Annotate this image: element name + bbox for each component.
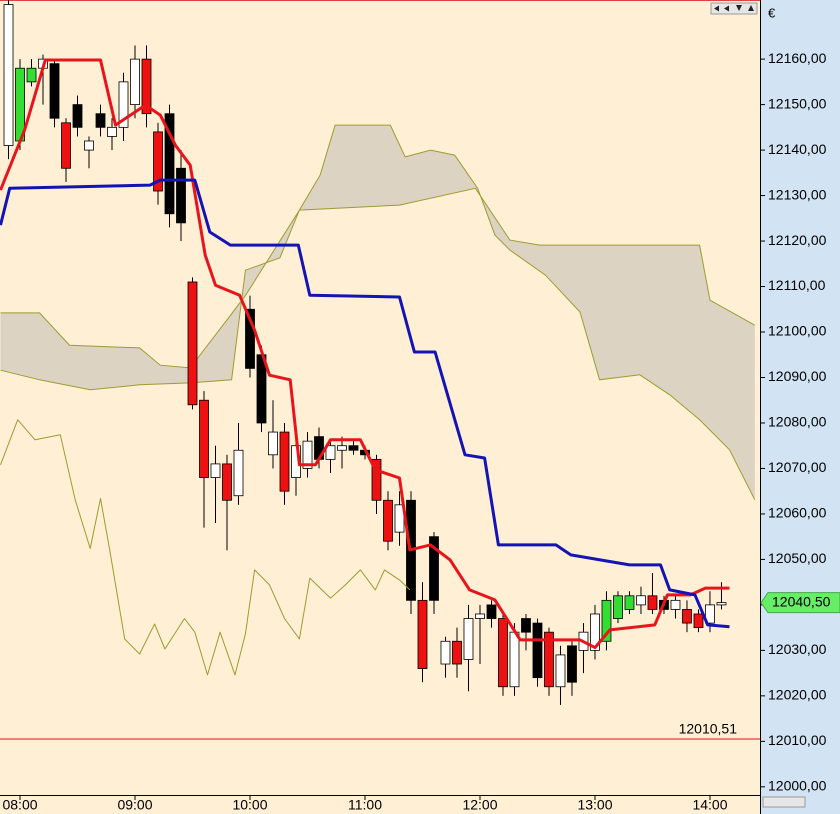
y-tick-label: 12150,00 [768,95,827,111]
candle-body [141,58,152,115]
candle-body [268,431,278,456]
candle-body [440,640,451,665]
candle-body [383,499,393,542]
y-tick-label: 12080,00 [768,414,827,430]
candle-body [26,67,37,83]
candle-body [164,113,175,215]
candle-body [348,445,359,451]
cloud-fill [0,125,755,500]
candle-body [555,654,566,688]
candle-body [49,63,60,119]
candle-body [475,613,485,619]
candle-body [371,458,382,501]
candle-body [3,4,14,146]
cloud-span-b [0,187,756,369]
last-price-label: 12040,50 [772,593,831,609]
x-tick-label: 11:00 [348,797,382,813]
x-tick-label: 13:00 [577,797,612,813]
candle-body [452,640,462,665]
last-price-tag [760,592,840,614]
candle-body [590,613,600,651]
x-tick-label: 08:00 [2,797,37,813]
candle-body [486,604,497,619]
candle-body [693,613,704,629]
y-tick-label: 12070,00 [768,459,827,475]
candle-body [567,645,577,683]
y-tick-label: 12050,00 [768,550,827,566]
candle-body [682,609,692,624]
y-tick-label: 12010,00 [768,732,827,748]
candle-body [222,463,232,501]
candle-body [153,131,163,192]
indicator-line [0,419,411,676]
y-tick-label: 12030,00 [768,641,827,657]
candle-body [279,431,290,492]
candle-body [532,622,543,679]
y-tick-label: 12160,00 [768,50,827,66]
candle-body [72,104,83,128]
y-tick-label: 12020,00 [768,687,827,703]
candle-body [544,631,554,688]
price-axis-background [760,0,840,814]
toolbar-box[interactable] [710,2,758,15]
y-tick-label: 12140,00 [768,141,827,157]
candle-body [636,595,646,606]
zoom-box[interactable] [762,796,806,808]
y-tick-label: 12130,00 [768,186,827,202]
candle-body [601,599,612,642]
candle-body [118,81,129,128]
candle-body [84,140,94,151]
candle-body [417,599,428,669]
x-tick-label: 12:00 [462,797,497,813]
toolbar [710,2,806,808]
candle-body [245,308,255,369]
candle-body [107,126,117,137]
candle-body [716,602,727,606]
candle-body [302,440,313,469]
candle-body [521,618,531,633]
y-tick-label: 12100,00 [768,323,827,339]
candle-body [647,595,658,610]
candle-body [187,281,198,406]
indicator-line [0,58,730,650]
candle-body [176,167,186,224]
candle-body [325,445,336,460]
y-tick-label: 12060,00 [768,505,827,521]
candle-body [95,113,106,128]
candle-body [130,58,140,106]
candle-body [613,595,623,619]
candle-body [233,449,244,497]
candle-body [624,595,635,610]
candle-body [429,536,439,601]
x-tick-label: 09:00 [117,797,152,813]
y-tick-label: 12000,00 [768,778,827,794]
candle-body [463,618,474,660]
level-label: 12010,51 [679,721,738,737]
candle-body [199,399,209,478]
y-tick-label: 12110,00 [768,277,826,293]
y-tick-label: 12090,00 [768,368,827,384]
x-tick-label: 14:00 [692,797,727,813]
indicator-line [0,178,730,629]
candle-body [498,618,508,688]
plot: 12010,51 [0,0,760,740]
y-tick-label: 12120,00 [768,232,827,248]
x-tick-label: 10:00 [232,797,267,813]
toolbar-icons [714,5,754,12]
candle-body [337,445,347,451]
candle-body [61,122,71,169]
candle-body [509,631,520,688]
candle-body [705,604,715,624]
currency: € [768,5,776,20]
candle-body [670,599,681,610]
candle-body [210,463,221,478]
